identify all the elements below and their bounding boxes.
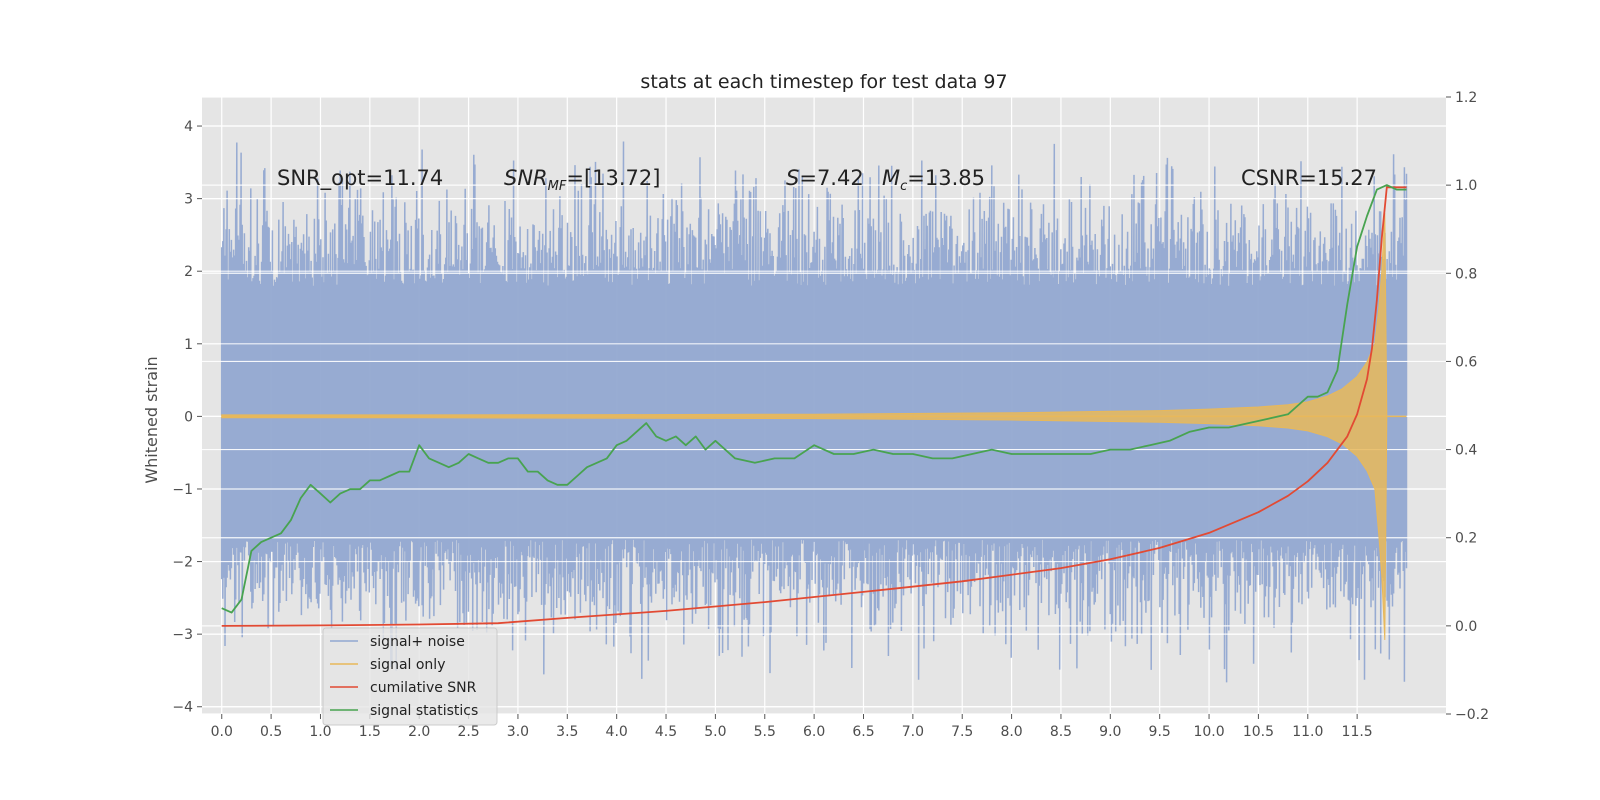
legend-label-signal-noise: signal+ noise xyxy=(370,634,465,650)
x-tick-label: 5.0 xyxy=(704,724,726,740)
annotations: SNR_opt=11.74 SNRMF=[13.72] S=7.42 Mc=13… xyxy=(277,166,1377,194)
x-tick-label: 6.5 xyxy=(852,724,874,740)
snr-mf-subscript: MF xyxy=(548,179,567,194)
signal-only-series xyxy=(221,213,1407,641)
snr-mf-main: SNR xyxy=(504,166,548,190)
mc-value: =13.85 xyxy=(907,166,985,190)
y-tick-label: −1 xyxy=(172,482,193,498)
snr-mf-value: =[13.72] xyxy=(566,166,660,190)
legend: signal+ noise signal only cumilative SNR… xyxy=(322,627,498,726)
s-var: S xyxy=(786,166,799,190)
y-right-tick-label: 0.6 xyxy=(1455,354,1477,370)
y-right-tick-label: 0.8 xyxy=(1455,266,1477,282)
chart-title: stats at each timestep for test data 97 xyxy=(640,71,1007,93)
y-tick-label: 4 xyxy=(184,119,193,135)
annotation-snr-mf: SNRMF=[13.72] xyxy=(504,166,660,194)
x-tick-label: 9.5 xyxy=(1149,724,1171,740)
y-right-tick-label: 1.0 xyxy=(1455,178,1477,194)
y-right-tick-label: 0.0 xyxy=(1455,619,1477,635)
y-tick-label: −3 xyxy=(172,627,193,643)
legend-label-cumulative-snr: cumilative SNR xyxy=(370,680,477,696)
annotation-csnr: CSNR=15.27 xyxy=(1241,166,1377,190)
x-tick-label: 1.5 xyxy=(359,724,381,740)
signal-noise-trace xyxy=(220,141,1408,683)
s-value: =7.42 xyxy=(799,166,863,190)
x-tick-label: 11.0 xyxy=(1292,724,1323,740)
y-tick-label: −2 xyxy=(172,555,193,571)
y-tick-label: 1 xyxy=(184,337,193,353)
x-tick-label: 8.5 xyxy=(1050,724,1072,740)
x-tick-label: 6.0 xyxy=(803,724,825,740)
mc-subscript: c xyxy=(900,179,907,194)
x-tick-label: 10.5 xyxy=(1243,724,1274,740)
x-tick-label: 1.0 xyxy=(309,724,331,740)
x-tick-label: 3.5 xyxy=(556,724,578,740)
y-right-tick-label: 1.2 xyxy=(1455,90,1477,106)
y-tick-label: −4 xyxy=(172,700,193,716)
y-axis-label: Whitened strain xyxy=(142,356,161,483)
mc-var: M xyxy=(882,166,900,190)
x-tick-label: 0.0 xyxy=(211,724,233,740)
y-right-tick-label: 0.2 xyxy=(1455,531,1477,547)
x-tick-label: 4.0 xyxy=(606,724,628,740)
signal-statistics-line xyxy=(221,184,1407,614)
y-tick-label: 3 xyxy=(184,192,193,208)
x-tick-label: 8.0 xyxy=(1000,724,1022,740)
x-tick-label: 10.0 xyxy=(1193,724,1224,740)
signal-only-envelope xyxy=(221,213,1388,641)
axes: 0.0 0.5 1.0 1.5 2.0 2.5 3.0 3.5 4.0 4.5 5.0 5.5 6.0 6… xyxy=(172,90,1489,740)
y-tick-label: 0 xyxy=(184,409,193,425)
annotation-s: S=7.42 xyxy=(786,166,864,190)
legend-label-signal-only: signal only xyxy=(370,657,445,673)
line-series xyxy=(221,184,1407,627)
annotation-mc: Mc=13.85 xyxy=(882,166,985,194)
x-tick-label: 2.0 xyxy=(408,724,430,740)
cumulative-snr-line xyxy=(221,186,1407,627)
x-tick-label: 3.0 xyxy=(507,724,529,740)
y-right-tick-label: −0.2 xyxy=(1455,707,1489,723)
x-tick-label: 7.0 xyxy=(902,724,924,740)
x-tick-label: 11.5 xyxy=(1342,724,1373,740)
x-tick-label: 9.0 xyxy=(1099,724,1121,740)
x-tick-label: 2.5 xyxy=(457,724,479,740)
y-tick-label: 2 xyxy=(184,264,193,280)
x-tick-label: 5.5 xyxy=(754,724,776,740)
annotation-snr-opt: SNR_opt=11.74 xyxy=(277,166,443,191)
x-tick-label: 4.5 xyxy=(655,724,677,740)
x-tick-label: 7.5 xyxy=(951,724,973,740)
legend-label-signal-statistics: signal statistics xyxy=(370,703,478,719)
y-right-tick-label: 0.4 xyxy=(1455,443,1477,459)
x-tick-label: 0.5 xyxy=(260,724,282,740)
legend-box xyxy=(322,627,498,726)
